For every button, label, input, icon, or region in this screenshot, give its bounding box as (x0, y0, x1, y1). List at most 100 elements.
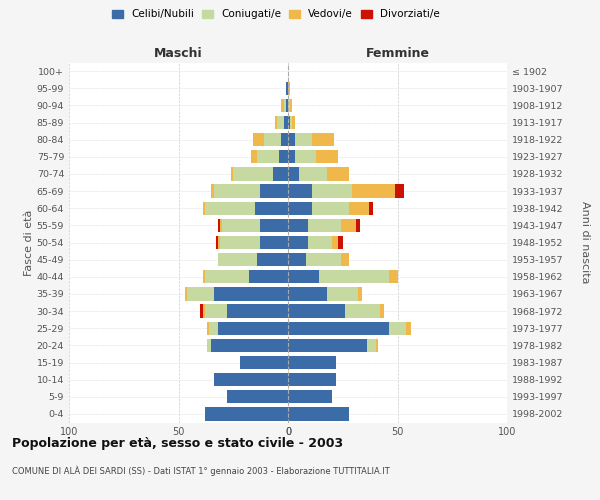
Bar (284, 116, 288, 129)
Bar (218, 322, 288, 335)
Bar (389, 322, 406, 335)
Bar (205, 304, 227, 318)
Bar (308, 218, 341, 232)
Bar (328, 167, 349, 180)
Bar (308, 236, 332, 249)
Bar (332, 236, 338, 249)
Bar (288, 270, 319, 283)
Bar (288, 390, 332, 404)
Bar (284, 98, 286, 112)
Y-axis label: Fasce di età: Fasce di età (24, 210, 34, 276)
Bar (216, 236, 218, 249)
Bar (251, 150, 257, 164)
Bar (218, 253, 257, 266)
Bar (305, 253, 341, 266)
Bar (367, 338, 376, 352)
Bar (380, 304, 385, 318)
Bar (389, 270, 398, 283)
Bar (203, 304, 205, 318)
Bar (288, 304, 345, 318)
Bar (220, 236, 260, 249)
Bar (207, 322, 209, 335)
Bar (295, 133, 312, 146)
Bar (295, 150, 316, 164)
Bar (316, 150, 338, 164)
Bar (200, 304, 203, 318)
Bar (277, 116, 284, 129)
Bar (369, 202, 373, 215)
Bar (260, 236, 288, 249)
Bar (288, 287, 328, 300)
Bar (185, 287, 187, 300)
Bar (227, 390, 288, 404)
Bar (281, 133, 288, 146)
Bar (395, 184, 404, 198)
Bar (187, 287, 214, 300)
Bar (218, 218, 220, 232)
Y-axis label: Anni di nascita: Anni di nascita (580, 201, 590, 284)
Bar (288, 98, 290, 112)
Bar (205, 202, 255, 215)
Bar (218, 236, 220, 249)
Bar (220, 218, 223, 232)
Bar (299, 167, 328, 180)
Bar (205, 407, 288, 420)
Bar (338, 236, 343, 249)
Bar (286, 82, 288, 95)
Bar (319, 270, 389, 283)
Bar (352, 184, 395, 198)
Bar (211, 184, 214, 198)
Bar (288, 150, 295, 164)
Bar (376, 338, 378, 352)
Bar (209, 322, 218, 335)
Bar (255, 202, 288, 215)
Bar (288, 218, 308, 232)
Bar (290, 116, 292, 129)
Bar (203, 270, 205, 283)
Bar (288, 236, 308, 249)
Text: COMUNE DI ALÀ DEI SARDI (SS) - Dati ISTAT 1° gennaio 2003 - Elaborazione TUTTITA: COMUNE DI ALÀ DEI SARDI (SS) - Dati ISTA… (12, 466, 390, 476)
Text: Popolazione per età, sesso e stato civile - 2003: Popolazione per età, sesso e stato civil… (12, 438, 343, 450)
Bar (279, 150, 288, 164)
Bar (260, 218, 288, 232)
Bar (288, 184, 312, 198)
Bar (272, 167, 288, 180)
Bar (227, 304, 288, 318)
Bar (203, 202, 205, 215)
Bar (288, 82, 290, 95)
Bar (312, 133, 334, 146)
Bar (205, 270, 248, 283)
Bar (253, 133, 264, 146)
Bar (286, 98, 288, 112)
Bar (288, 202, 312, 215)
Bar (328, 287, 358, 300)
Bar (288, 133, 295, 146)
Bar (341, 218, 356, 232)
Bar (275, 116, 277, 129)
Bar (260, 184, 288, 198)
Bar (312, 202, 349, 215)
Bar (231, 167, 233, 180)
Legend: Celibi/Nubili, Coniugati/e, Vedovi/e, Divorziati/e: Celibi/Nubili, Coniugati/e, Vedovi/e, Di… (108, 5, 444, 24)
Bar (341, 253, 349, 266)
Bar (349, 202, 369, 215)
Bar (211, 338, 288, 352)
Bar (233, 167, 272, 180)
Bar (406, 322, 410, 335)
Title: Maschi: Maschi (154, 47, 203, 60)
Bar (288, 322, 389, 335)
Bar (288, 116, 290, 129)
Bar (257, 150, 279, 164)
Bar (288, 373, 336, 386)
Bar (312, 184, 352, 198)
Bar (345, 304, 380, 318)
Bar (356, 218, 360, 232)
Bar (248, 270, 288, 283)
Bar (288, 356, 336, 369)
Bar (214, 287, 288, 300)
Bar (207, 338, 211, 352)
Bar (214, 184, 260, 198)
Bar (288, 253, 305, 266)
Bar (222, 218, 260, 232)
Bar (358, 287, 362, 300)
